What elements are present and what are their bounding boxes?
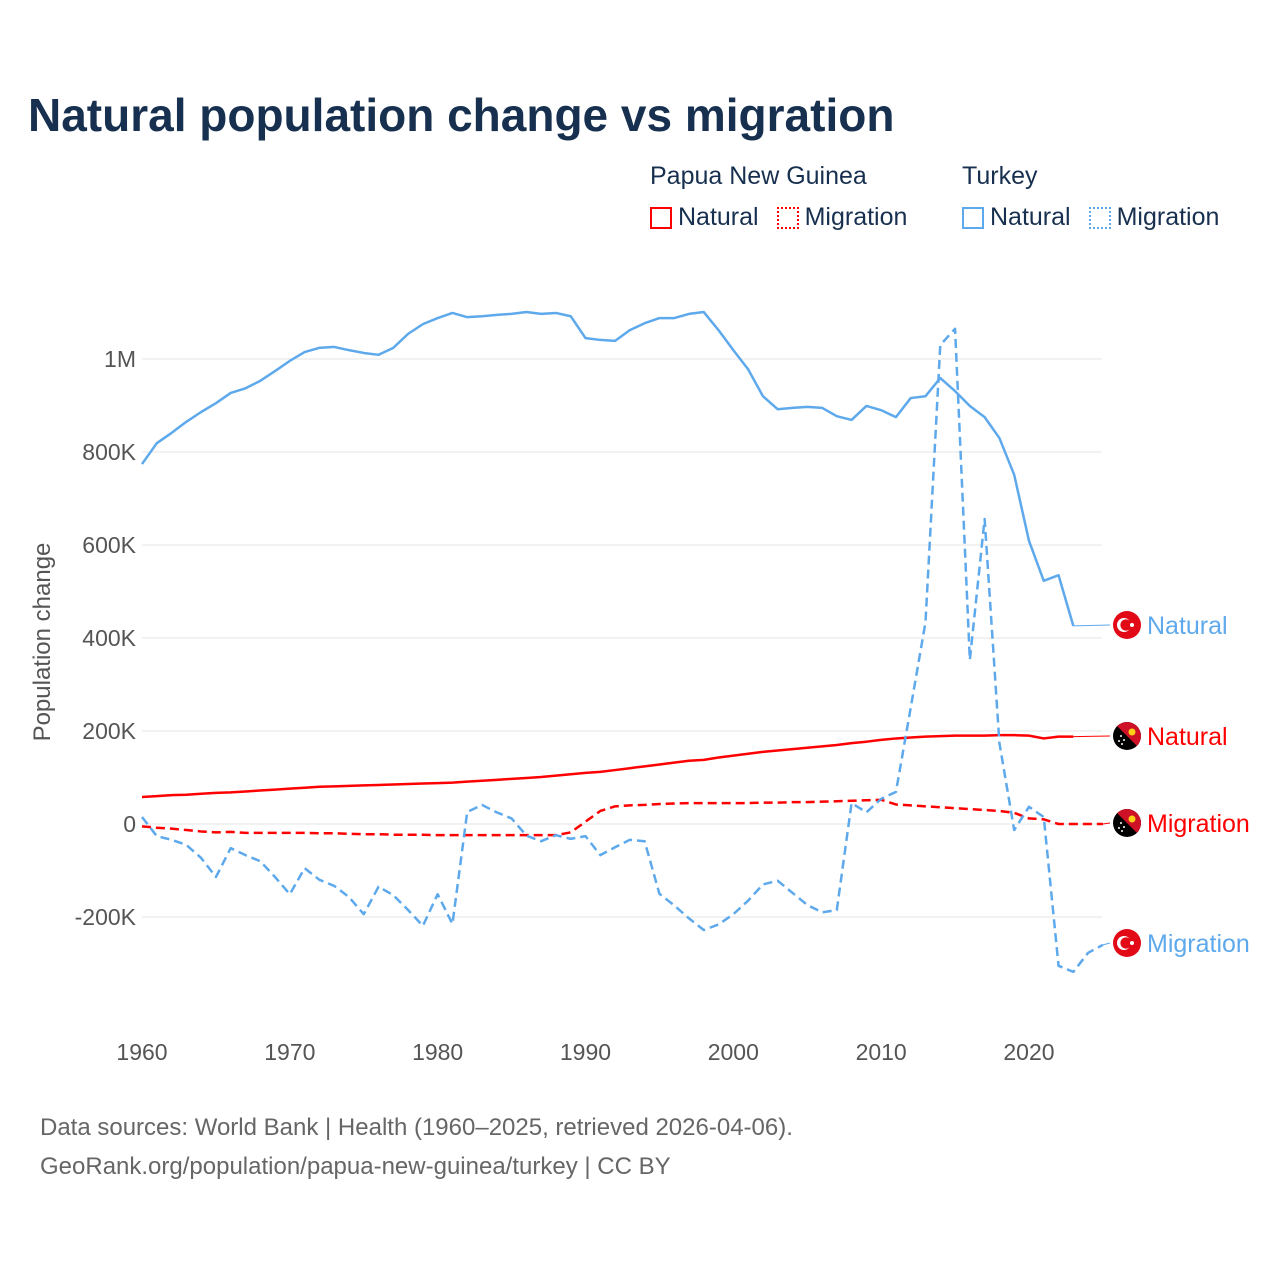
legend-swatch [1088,206,1111,229]
png-flag-icon [1113,809,1141,837]
legend-label: Natural [678,203,759,231]
x-tick-label: 1960 [116,1039,167,1065]
legend-item-turkey-natural[interactable]: Natural [962,203,1071,232]
png-flag-icon [1113,722,1141,750]
chart-title: Natural population change vs migration [28,89,895,141]
y-axis-label: Population change [29,543,56,742]
legend-group-title: Turkey [962,162,1038,190]
x-tick-label: 1990 [560,1039,611,1065]
legend-group-title: Papua New Guinea [650,162,867,190]
y-tick-label: 0 [123,811,136,837]
series-line-turkey-migration[interactable] [141,327,1104,974]
x-tick-label: 2000 [708,1039,759,1065]
legend-swatch [962,206,984,229]
legend-group-turkey: Turkey Natural Migration [962,162,1219,232]
y-tick-label: 400K [82,625,136,651]
series-end-label: Natural [1147,612,1228,640]
label-connector [1102,822,1111,825]
y-tick-label: 800K [82,439,136,465]
turkey-flag-icon [1113,929,1141,957]
label-connector [1073,735,1111,738]
y-tick-label: -200K [75,904,137,930]
source-note: Data sources: World Bank | Health (1960–… [40,1108,793,1186]
y-tick-label: 200K [82,718,136,744]
legend-group-png: Papua New Guinea Natural Migration [650,162,907,232]
x-tick-label: 1970 [264,1039,315,1065]
series-end-label: Natural [1147,723,1228,751]
source-link[interactable]: GeoRank.org/population/papua-new-guinea/… [40,1153,671,1180]
series-end-label: Migration [1147,930,1250,958]
x-tick-label: 1980 [412,1039,463,1065]
legend-item-png-natural[interactable]: Natural [650,203,759,232]
y-tick-label: 600K [82,532,136,558]
legend-swatch [650,206,672,229]
legend-item-png-migration[interactable]: Migration [776,203,908,232]
y-tick-label: 1M [104,346,136,372]
legend-label: Migration [1116,203,1220,231]
label-connector [1102,942,1111,946]
source-line: Data sources: World Bank | Health (1960–… [40,1114,793,1141]
legend-label: Migration [804,203,908,231]
legend-swatch [776,206,799,229]
series-line-turkey-natural[interactable] [140,310,1075,627]
x-tick-label: 2020 [1003,1039,1054,1065]
legend-item-turkey-migration[interactable]: Migration [1088,203,1220,232]
series-line-papua-new-guinea-natural[interactable] [141,733,1074,799]
series-line-papua-new-guinea-migration[interactable] [141,798,1103,837]
legend-label: Natural [990,203,1071,231]
series-end-label: Migration [1147,810,1250,838]
label-connector [1073,624,1111,627]
turkey-flag-icon [1113,611,1141,639]
x-tick-label: 2010 [856,1039,907,1065]
